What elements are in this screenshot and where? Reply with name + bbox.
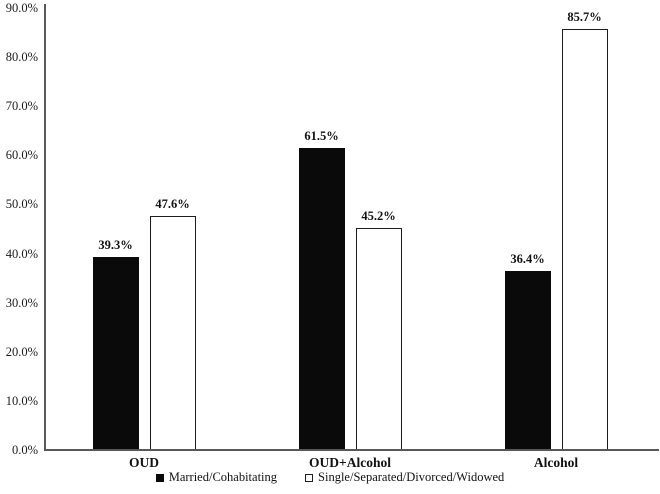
legend-label-married-cohabitating: Married/Cohabitating (168, 470, 278, 484)
category-label-alcohol: Alcohol (533, 455, 579, 470)
y-tick-label: 0.0% (11, 443, 38, 457)
value-label-alcohol-series-0: 36.4% (510, 252, 545, 267)
value-label-oud-series-0: 39.3% (98, 237, 133, 252)
y-tick-label: 70.0% (5, 99, 38, 114)
value-label-alcohol-series-1: 85.7% (567, 10, 602, 25)
category-label-oud-alcohol: OUD+Alcohol (309, 455, 391, 470)
y-tick-label: 80.0% (5, 50, 38, 65)
bar-oud-alcohol-series-0 (298, 147, 345, 450)
legend: Married/Cohabitating Single/Separated/Di… (0, 470, 660, 485)
bar-alcohol-series-1 (561, 29, 608, 450)
value-label-oud-alcohol-series-1: 45.2% (361, 209, 396, 224)
category-label-oud: OUD (129, 455, 159, 470)
bar-alcohol-series-0 (504, 271, 551, 450)
y-tick-label: 10.0% (5, 393, 38, 408)
bar-oud-series-1 (149, 216, 196, 450)
y-tick-label: 20.0% (5, 344, 38, 359)
y-tick-label: 60.0% (5, 148, 38, 163)
legend-item-single-separated-divorced-widowed: Single/Separated/Divorced/Widowed (305, 470, 504, 485)
y-tick-label: 40.0% (5, 246, 38, 261)
legend-marker-filled-square-icon (155, 473, 164, 482)
bar-oud-series-0 (92, 256, 139, 450)
y-tick-label: 30.0% (5, 295, 38, 310)
value-label-oud-series-1: 47.6% (155, 197, 190, 212)
x-axis-line (44, 449, 659, 451)
bar-oud-alcohol-series-1 (355, 228, 402, 450)
legend-item-married-cohabitating: Married/Cohabitating (155, 470, 278, 485)
value-label-oud-alcohol-series-0: 61.5% (304, 128, 339, 143)
y-tick-label: 90.0% (5, 1, 38, 15)
legend-marker-open-square-icon (305, 473, 314, 482)
legend-label-single-separated-divorced-widowed: Single/Separated/Divorced/Widowed (318, 470, 505, 484)
y-axis-line (44, 4, 46, 450)
y-tick-label: 50.0% (5, 197, 38, 212)
